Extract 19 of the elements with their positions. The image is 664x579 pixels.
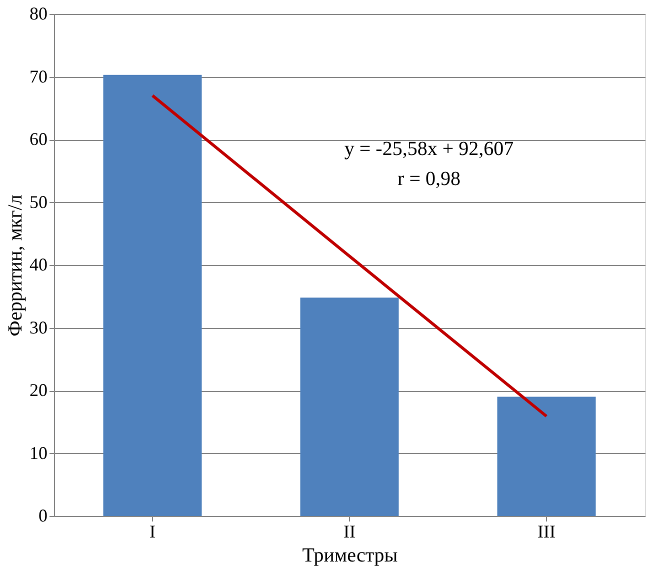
y-tick-label: 40	[30, 254, 48, 274]
y-tick-label: 70	[30, 66, 48, 86]
y-tick-label: 0	[38, 506, 48, 526]
y-tick-label: 50	[30, 192, 48, 212]
x-tick-label: I	[150, 522, 156, 542]
annotation: y = -25,58x + 92,607	[344, 138, 514, 160]
y-tick-label: 80	[30, 4, 48, 24]
bar	[300, 298, 399, 516]
y-tick-label: 30	[30, 317, 48, 338]
bar	[497, 396, 596, 516]
x-axis-title: Триместры	[302, 544, 398, 566]
y-tick-label: 10	[30, 442, 48, 463]
y-axis-title: Ферритин, мкг/л	[4, 194, 26, 336]
y-tick-label: 60	[30, 129, 48, 149]
x-tick-label: II	[344, 522, 356, 542]
bar	[103, 74, 202, 516]
annotation: r = 0,98	[398, 168, 460, 190]
x-tick-label: III	[538, 522, 556, 542]
y-tick-label: 20	[30, 380, 48, 400]
